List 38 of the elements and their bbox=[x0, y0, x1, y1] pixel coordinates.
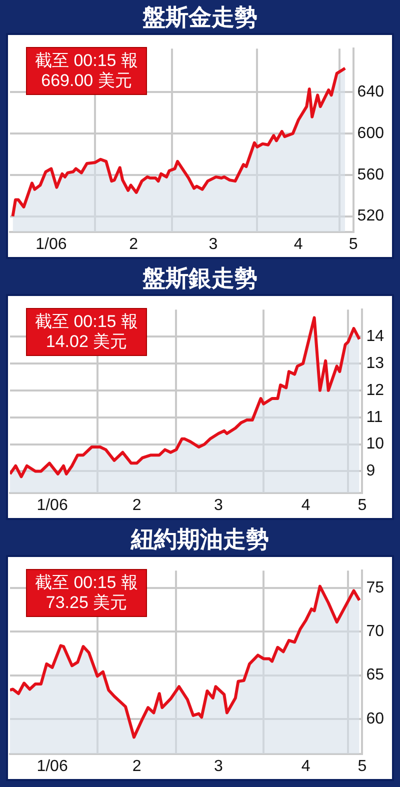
y-tick-label: 520 bbox=[357, 208, 384, 225]
y-tick-label: 75 bbox=[366, 579, 384, 596]
x-tick-label: 5 bbox=[358, 758, 367, 775]
annotation: 截至 00:15 報 bbox=[35, 573, 138, 593]
x-tick-label: 2 bbox=[129, 236, 138, 253]
y-tick-label: 9 bbox=[366, 462, 376, 480]
y-tick-label: 10 bbox=[366, 436, 384, 453]
y-tick-label: 12 bbox=[366, 382, 384, 399]
y-tick-label: 14 bbox=[366, 328, 384, 345]
annotation: 73.25 美元 bbox=[44, 593, 128, 613]
chart-title: 盤斯銀走勢 bbox=[142, 264, 258, 293]
y-tick-label: 640 bbox=[357, 83, 384, 100]
annotation: 669.00 美元 bbox=[40, 71, 133, 91]
x-tick-label: 4 bbox=[301, 496, 310, 514]
x-tick-label: 5 bbox=[348, 236, 358, 253]
y-tick-label: 65 bbox=[366, 666, 384, 684]
y-tick-label: 60 bbox=[366, 710, 384, 728]
x-tick-label: 1/06 bbox=[36, 236, 67, 253]
y-tick-label: 70 bbox=[366, 623, 384, 640]
x-tick-label: 3 bbox=[208, 236, 218, 253]
annotation: 14.02 美元 bbox=[44, 332, 128, 352]
chart-title: 紐約期油走勢 bbox=[130, 525, 270, 554]
y-tick-label: 11 bbox=[366, 408, 383, 426]
x-tick-label: 2 bbox=[132, 758, 142, 775]
x-tick-label: 1/06 bbox=[36, 758, 68, 775]
chart-title: 盤斯金走勢 bbox=[142, 3, 258, 32]
annotation: 截至 00:15 報 bbox=[35, 51, 138, 71]
y-tick-label: 600 bbox=[357, 124, 384, 142]
x-tick-label: 3 bbox=[214, 758, 224, 775]
x-tick-label: 4 bbox=[294, 236, 303, 253]
x-tick-label: 1/06 bbox=[36, 496, 68, 514]
x-tick-label: 2 bbox=[132, 496, 142, 514]
y-tick-label: 13 bbox=[366, 354, 384, 372]
x-tick-label: 3 bbox=[214, 496, 224, 514]
x-tick-label: 5 bbox=[358, 496, 367, 514]
y-tick-label: 560 bbox=[357, 166, 384, 184]
annotation: 截至 00:15 報 bbox=[35, 312, 138, 332]
x-tick-label: 4 bbox=[301, 758, 310, 775]
